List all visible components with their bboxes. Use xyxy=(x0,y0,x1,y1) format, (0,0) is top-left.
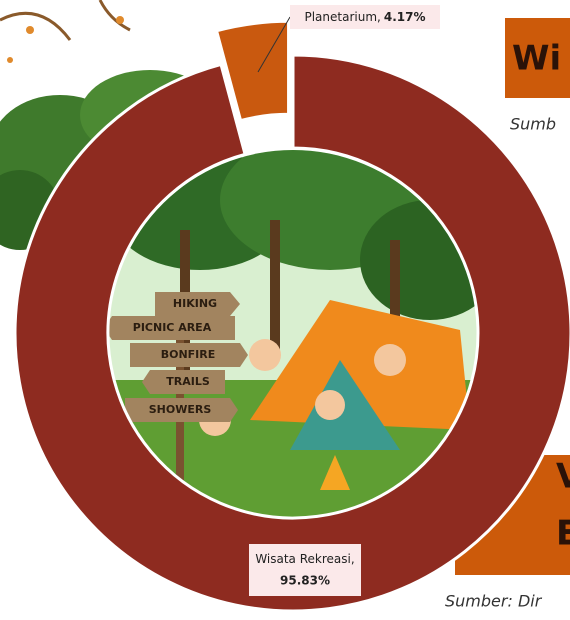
panel-title: E xyxy=(556,514,570,554)
sign-text: SHOWERS xyxy=(149,403,212,416)
data-label: Wisata Rekreasi, xyxy=(255,552,354,566)
category-name: Planetarium xyxy=(304,10,377,24)
value-label: 95.83% xyxy=(280,574,330,588)
sign-text: TRAILS xyxy=(166,375,210,388)
sign-text: PICNIC AREA xyxy=(133,321,212,334)
separator: , xyxy=(377,10,381,24)
separator: , xyxy=(351,552,355,566)
panel-source: Sumber: Dir xyxy=(445,592,543,611)
sign-text: HIKING xyxy=(173,297,217,310)
panel-title: Wi xyxy=(512,39,561,79)
sign-text: BONFIRE xyxy=(161,348,216,361)
infographic: Wi Sumb V E Sumber: Dir HIKING PICNIC AR… xyxy=(0,0,570,620)
value-label: 4.17% xyxy=(384,10,426,24)
panel-title: V xyxy=(556,457,570,497)
category-name: Wisata Rekreasi xyxy=(255,552,351,566)
data-label: Planetarium,4.17% xyxy=(304,10,425,24)
panel-source: Sumb xyxy=(510,115,556,134)
